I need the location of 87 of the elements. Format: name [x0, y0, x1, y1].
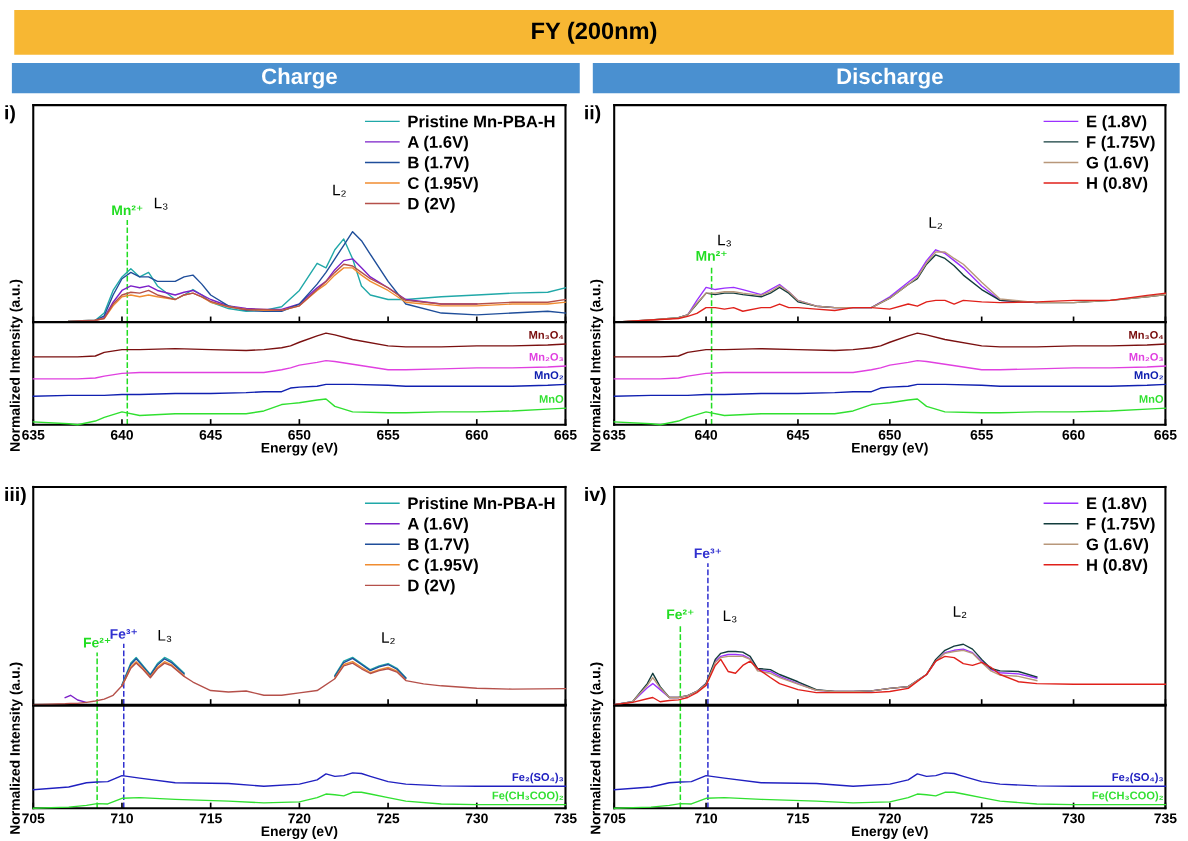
text: ii): [585, 105, 601, 124]
text: iii): [5, 486, 26, 506]
chart-title: FY (200nm): [532, 21, 657, 44]
y-axis-title: Normalized Intensity (a.u.): [590, 662, 604, 834]
legend-label: E (1.8V): [1087, 496, 1147, 513]
x-tick-label: 730: [1062, 813, 1085, 824]
x-tick-label: 650: [878, 429, 901, 440]
series-label: Fe(CH₃COO)₂: [492, 791, 564, 802]
x-tick-label: 725: [377, 813, 400, 824]
legend-label: G (1.6V): [1086, 538, 1149, 554]
x-tick-label: 640: [694, 429, 718, 440]
text: L₃: [158, 630, 172, 642]
legend-label: C (1.95V): [408, 558, 478, 575]
x-tick-label: 665: [1154, 429, 1177, 440]
text: L₂: [333, 184, 346, 197]
legend-label: B (1.7V): [408, 538, 469, 554]
series-label: MnO₂: [1134, 371, 1164, 380]
chart-subtitle: Charge: [262, 67, 337, 89]
series-label: MnO₂: [534, 371, 564, 380]
legend-label: A (1.6V): [407, 135, 468, 152]
y-axis-title: Normalized Intensity (a.u.): [9, 279, 23, 451]
x-axis-title: Energy (eV): [261, 826, 338, 840]
legend-label: D (2V): [408, 579, 455, 595]
x-tick-label: 655: [970, 429, 993, 440]
x-tick-label: 635: [22, 429, 45, 440]
ref-line-label: Mn²⁺: [112, 205, 143, 216]
legend-label: Pristine Mn-PBA-H: [408, 115, 555, 128]
x-tick-label: 720: [878, 813, 901, 824]
text: L₂: [929, 217, 943, 230]
x-tick-label: 660: [465, 429, 488, 440]
series-label: Fe₂(SO₄)₃: [512, 772, 564, 784]
x-tick-label: 735: [1154, 813, 1177, 824]
series-label: Mn₂O₃: [529, 352, 564, 362]
x-tick-label: 725: [970, 813, 993, 824]
text: L₂: [953, 606, 967, 618]
legend-label: H (0.8V): [1087, 558, 1148, 575]
x-tick-label: 715: [786, 813, 810, 824]
series-label: MnO: [539, 395, 564, 403]
ref-line-label: Fe³⁺: [694, 548, 722, 559]
x-tick-label: 635: [603, 429, 626, 440]
x-tick-label: 650: [288, 429, 311, 440]
x-tick-label: 645: [786, 429, 810, 440]
text: i): [5, 105, 15, 124]
legend-label: H (0.8V): [1087, 176, 1148, 193]
series-label: MnO: [1139, 395, 1164, 403]
x-tick-label: 645: [199, 429, 222, 440]
text: L₃: [154, 197, 168, 210]
x-tick-label: 640: [110, 429, 133, 440]
legend-label: F (1.75V): [1087, 135, 1155, 152]
x-tick-label: 705: [603, 813, 626, 824]
legend-label: F (1.75V): [1087, 517, 1155, 534]
series-label: Mn₃O₄: [529, 330, 564, 340]
x-tick-label: 715: [199, 813, 222, 824]
legend-label: C (1.95V): [408, 176, 478, 193]
x-tick-label: 655: [377, 429, 400, 440]
chart-subtitle: Discharge: [837, 67, 943, 89]
legend-label: E (1.8V): [1087, 115, 1147, 131]
x-tick-label: 730: [465, 813, 488, 824]
x-axis-title: Energy (eV): [852, 826, 928, 840]
x-tick-label: 720: [288, 813, 311, 824]
x-tick-label: 705: [22, 813, 45, 824]
ref-line-label: Fe²⁺: [667, 609, 694, 620]
legend-label: Pristine Mn-PBA-H: [408, 496, 555, 510]
x-tick-label: 710: [695, 813, 718, 824]
x-tick-label: 665: [554, 429, 577, 440]
legend-label: B (1.7V): [408, 156, 469, 172]
ref-line-label: Mn²⁺: [696, 250, 727, 261]
ref-line-label: Fe²⁺: [83, 637, 111, 648]
series-label: Mn₂O₃: [1129, 352, 1163, 362]
text: L₃: [718, 234, 731, 247]
ref-line-label: Fe³⁺: [110, 629, 137, 639]
text: iv): [585, 486, 606, 506]
series-label: Mn₃O₄: [1129, 330, 1164, 340]
x-axis-title: Energy (eV): [261, 442, 338, 456]
x-tick-label: 710: [110, 813, 133, 824]
text: L₂: [382, 632, 395, 645]
x-tick-label: 735: [554, 813, 577, 824]
series-label: Fe₂(SO₄)₃: [1112, 772, 1163, 784]
series-label: Fe(CH₃COO)₂: [1092, 791, 1164, 802]
y-axis-title: Normalized Intensity (a.u.): [590, 279, 604, 451]
text: L₃: [723, 610, 737, 623]
y-axis-title: Normalized Intensity (a.u.): [9, 662, 23, 834]
x-axis-title: Energy (eV): [852, 442, 928, 456]
x-tick-label: 660: [1062, 429, 1085, 440]
legend-label: G (1.6V): [1086, 156, 1149, 172]
legend-label: D (2V): [408, 197, 455, 213]
legend-label: A (1.6V): [407, 517, 468, 534]
